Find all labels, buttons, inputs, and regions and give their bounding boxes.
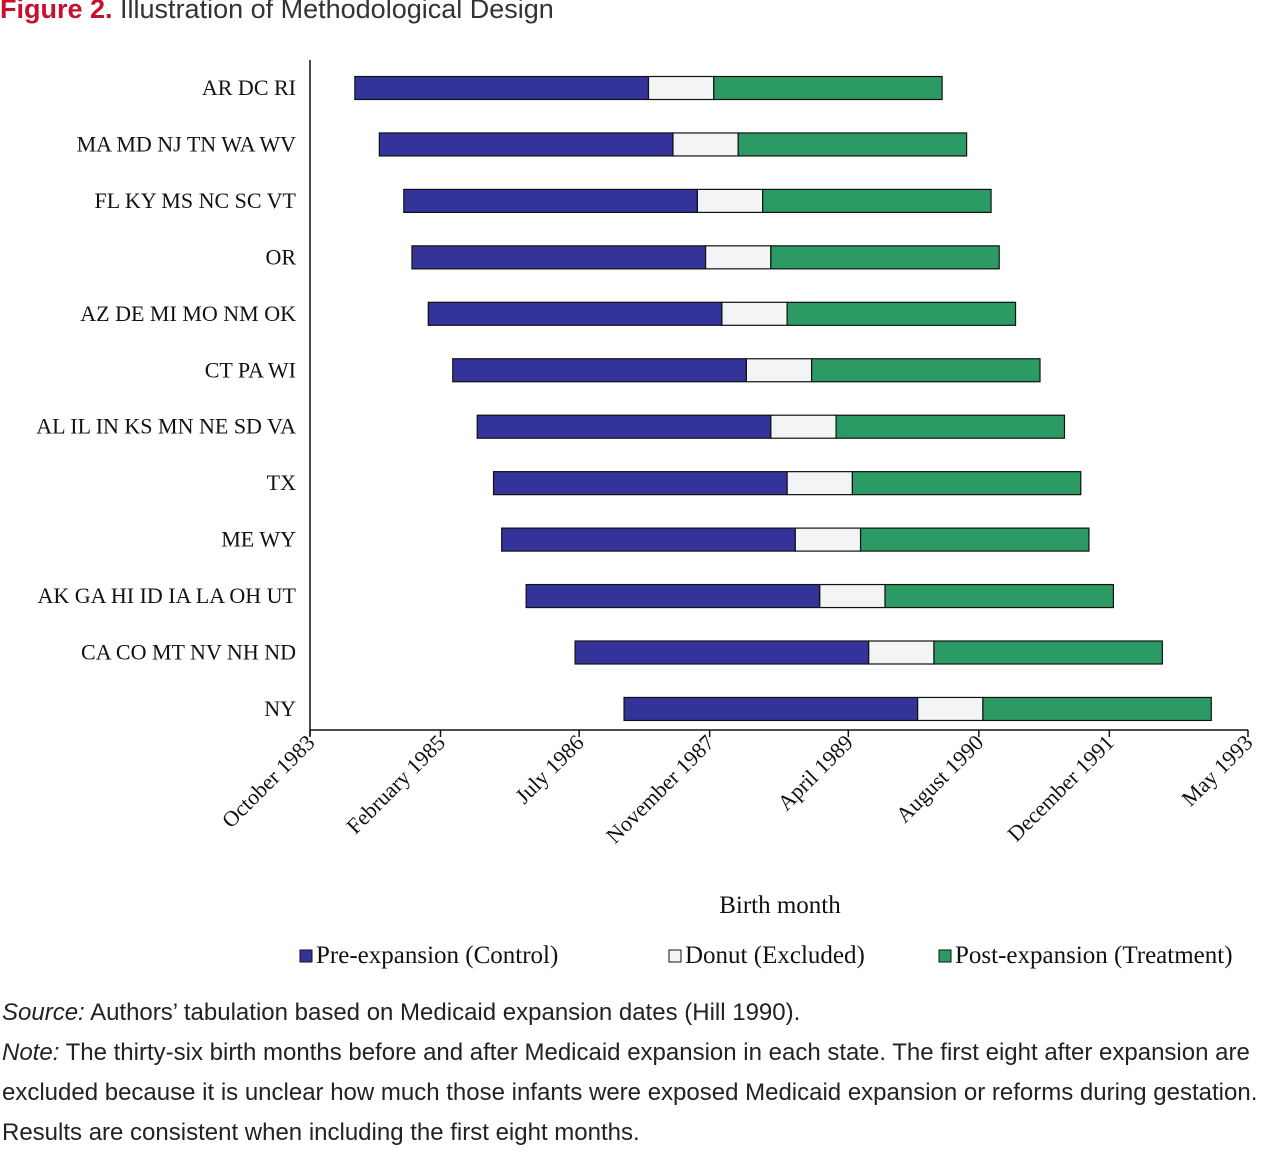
post-expansion-bar: [770, 245, 1000, 270]
row-label: TX: [267, 470, 296, 495]
donut-bar: [647, 75, 715, 101]
pre-expansion-bar: [354, 75, 650, 101]
donut-bar: [745, 358, 813, 383]
bar-group: [354, 75, 1212, 722]
legend-swatch: [299, 949, 313, 963]
note-text: The thirty-six birth months before and a…: [2, 1039, 1258, 1146]
donut-bar: [704, 245, 772, 270]
x-tick-label: April 1989: [772, 730, 858, 816]
pre-expansion-bar: [452, 358, 747, 383]
donut-bar: [917, 696, 984, 722]
pre-expansion-bar: [411, 245, 707, 270]
x-axis-label: Birth month: [719, 892, 841, 919]
legend: Pre-expansion (Control) Donut (Excluded) P…: [299, 942, 1233, 969]
source-text: Authors’ tabulation based on Medicaid ex…: [84, 999, 801, 1026]
post-expansion-bar: [713, 75, 943, 101]
source-label: Source:: [2, 999, 85, 1026]
donut-bar: [868, 640, 935, 665]
post-expansion-bar: [851, 471, 1082, 496]
donut-bar: [819, 583, 886, 609]
legend-entry: Post-expansion (Treatment): [955, 942, 1233, 969]
post-expansion-bar: [933, 640, 1163, 665]
row-label: AZ DE MI MO NM OK: [80, 301, 296, 326]
post-expansion-bar: [737, 132, 968, 157]
axes: [309, 60, 1248, 736]
pre-expansion-bar: [574, 640, 870, 665]
pre-expansion-bar: [501, 527, 796, 552]
x-tick-label: August 1990: [891, 730, 989, 828]
x-tick-label: July 1986: [510, 730, 589, 809]
legend-entry: Donut (Excluded): [685, 942, 865, 969]
post-expansion-bar: [811, 358, 1041, 383]
x-ticks: October 1983 February 1985 July 1986 Novemb…: [217, 730, 1258, 848]
row-label: ME WY: [221, 527, 296, 552]
legend-entry: Pre-expansion (Control): [316, 942, 558, 969]
pre-expansion-bar: [427, 301, 723, 326]
post-expansion-bar: [835, 414, 1066, 439]
x-tick-label: November 1987: [601, 730, 719, 848]
donut-bar: [721, 301, 788, 326]
row-label: NY: [264, 696, 296, 721]
note-label: Note:: [2, 1039, 60, 1066]
row-label: AR DC RI: [202, 75, 296, 100]
donut-bar: [696, 188, 764, 213]
donut-bar: [794, 527, 862, 552]
pre-expansion-bar: [403, 188, 699, 213]
x-tick-label: May 1993: [1176, 730, 1257, 811]
figure-title: Figure 2. Illustration of Methodological…: [0, 0, 554, 25]
pre-expansion-bar: [476, 414, 772, 439]
donut-bar: [786, 471, 854, 496]
post-expansion-bar: [786, 301, 1017, 326]
legend-swatch: [938, 949, 952, 963]
post-expansion-bar: [884, 583, 1115, 609]
pre-expansion-bar: [525, 583, 821, 609]
row-label: AK GA HI ID IA LA OH UT: [38, 583, 297, 608]
x-tick-label: October 1983: [217, 730, 320, 833]
donut-bar: [672, 132, 739, 157]
figure-label: Figure 2.: [0, 0, 113, 24]
post-expansion-bar: [982, 696, 1212, 722]
x-tick-label: December 1991: [1002, 730, 1119, 847]
pre-expansion-bar: [378, 132, 674, 157]
row-label: AL IL IN KS MN NE SD VA: [36, 414, 296, 439]
pre-expansion-bar: [492, 471, 788, 496]
legend-swatch: [668, 949, 682, 963]
post-expansion-bar: [762, 188, 992, 213]
row-label: OR: [265, 244, 296, 269]
x-tick-label: February 1985: [341, 730, 450, 839]
note-caption: Note: The thirty-six birth months before…: [2, 1033, 1276, 1153]
row-label: FL KY MS NC SC VT: [94, 188, 296, 213]
row-label: CT PA WI: [205, 357, 296, 382]
figure-title-text: Illustration of Methodological Design: [120, 0, 554, 24]
source-caption: Source: Authors’ tabulation based on Med…: [2, 993, 1278, 1033]
post-expansion-bar: [859, 527, 1090, 552]
row-label: MA MD NJ TN WA WV: [77, 131, 297, 156]
donut-bar: [770, 414, 837, 439]
pre-expansion-bar: [623, 696, 919, 722]
row-labels: AR DC RI MA MD NJ TN WA WV FL KY MS NC SC …: [36, 75, 296, 721]
gantt-chart: AR DC RI MA MD NJ TN WA WV FL KY MS NC SC …: [36, 60, 1258, 969]
row-label: CA CO MT NV NH ND: [81, 640, 296, 665]
